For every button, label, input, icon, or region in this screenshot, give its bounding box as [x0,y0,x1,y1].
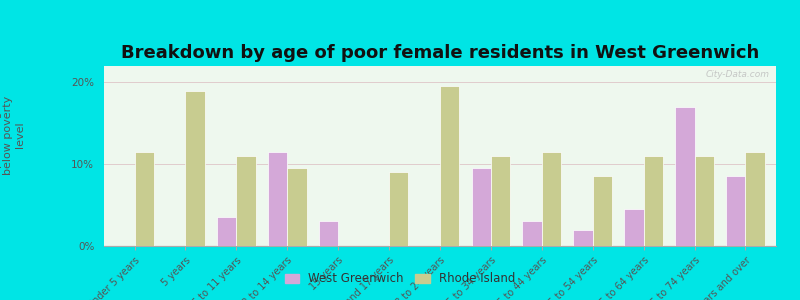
Bar [319,221,338,246]
Bar [471,168,491,246]
Bar [574,230,593,246]
Bar [694,156,714,246]
Bar [134,152,154,246]
Bar [542,152,561,246]
Bar [624,209,644,246]
Text: percentage
below poverty
level: percentage below poverty level [0,95,25,175]
Bar [644,156,663,246]
Bar [389,172,409,246]
Bar [522,221,542,246]
Bar [593,176,612,246]
Title: Breakdown by age of poor female residents in West Greenwich: Breakdown by age of poor female resident… [121,44,759,62]
Bar [491,156,510,246]
Legend: West Greenwich, Rhode Island: West Greenwich, Rhode Island [278,266,522,291]
Bar [440,86,459,246]
Bar [287,168,306,246]
Bar [217,218,236,246]
Bar [268,152,287,246]
Text: City-Data.com: City-Data.com [706,70,770,79]
Bar [675,107,694,246]
Bar [746,152,765,246]
Bar [726,176,746,246]
Bar [186,91,205,246]
Bar [236,156,256,246]
